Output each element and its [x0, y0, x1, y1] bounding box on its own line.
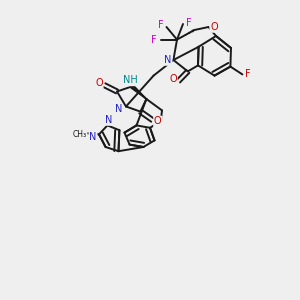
Text: CH₃: CH₃: [73, 130, 87, 139]
Text: F: F: [245, 69, 250, 80]
Text: O: O: [95, 78, 103, 88]
Text: N: N: [164, 55, 172, 65]
Text: F: F: [151, 34, 157, 45]
Text: N: N: [115, 104, 122, 114]
Text: F: F: [158, 20, 163, 31]
Text: F: F: [186, 17, 191, 28]
Text: N: N: [105, 115, 112, 125]
Text: N: N: [89, 132, 97, 142]
Text: NH: NH: [123, 75, 138, 85]
Text: O: O: [169, 74, 177, 85]
Text: O: O: [154, 116, 162, 127]
Polygon shape: [131, 85, 146, 99]
Text: O: O: [210, 22, 218, 32]
